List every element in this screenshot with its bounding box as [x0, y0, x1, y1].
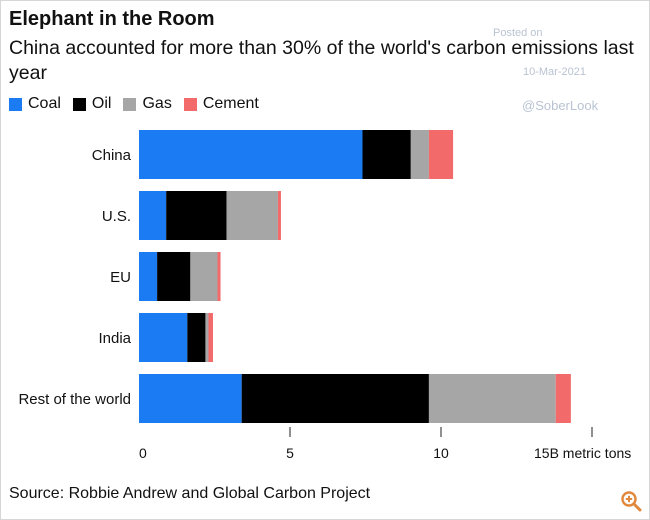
bar-rest-of-the-world-cement	[555, 374, 571, 423]
category-label-eu: EU	[110, 269, 131, 286]
legend: Coal Oil Gas Cement	[9, 95, 271, 113]
x-tick-label-0: 0	[139, 445, 147, 461]
watermark-posted: Posted on	[493, 27, 543, 39]
legend-item-oil: Oil	[72, 95, 112, 113]
bar-eu-coal	[139, 252, 158, 301]
watermark-handle: @SoberLook	[522, 98, 599, 113]
bar-rest-of-the-world-oil	[241, 374, 429, 423]
legend-label-oil: Oil	[91, 95, 112, 112]
category-label-india: India	[98, 330, 131, 347]
bar-india-coal	[139, 313, 188, 362]
bar-u-s-oil	[166, 191, 227, 240]
bar-eu-cement	[217, 252, 221, 301]
x-tick-label-3: 15B metric tons	[534, 445, 631, 461]
bar-rest-of-the-world-coal	[139, 374, 242, 423]
source-note: Source: Robbie Andrew and Global Carbon …	[9, 485, 371, 502]
legend-item-gas: Gas	[123, 95, 172, 113]
watermark-date: 10-Mar-2021	[523, 66, 586, 78]
legend-swatch-gas	[123, 97, 137, 111]
bar-eu-gas	[190, 252, 218, 301]
legend-swatch-coal	[9, 97, 22, 111]
category-label-rest-of-the-world: Rest of the world	[18, 391, 131, 408]
legend-swatch-cement	[183, 97, 197, 111]
bar-rest-of-the-world-gas	[428, 374, 556, 423]
bar-chart: China U.S. EU India Rest of the world 0 5 10 15B…	[18, 130, 631, 461]
bar-u-s-gas	[226, 191, 278, 240]
bar-eu-oil	[157, 252, 191, 301]
legend-label-coal: Coal	[28, 95, 61, 112]
bar-china-gas	[410, 130, 429, 179]
legend-label-gas: Gas	[142, 95, 172, 112]
legend-item-cement: Cement	[183, 95, 259, 113]
legend-label-cement: Cement	[202, 95, 259, 112]
chart-title: Elephant in the Room	[9, 8, 215, 30]
bar-india-gas	[205, 313, 209, 362]
zoom-in-icon[interactable]	[620, 490, 642, 512]
bar-india-cement	[208, 313, 213, 362]
bar-india-oil	[187, 313, 206, 362]
bar-china-oil	[362, 130, 411, 179]
bar-china-coal	[139, 130, 363, 179]
x-tick-label-2: 10	[433, 445, 449, 461]
legend-swatch-oil	[72, 97, 86, 111]
chart-subtitle: China accounted for more than 30% of the…	[9, 37, 634, 84]
category-label-u-s: U.S.	[102, 208, 131, 225]
legend-item-coal: Coal	[9, 95, 61, 113]
bar-china-cement	[428, 130, 454, 179]
bar-u-s-coal	[139, 191, 167, 240]
category-label-china: China	[92, 147, 132, 164]
bar-u-s-cement	[277, 191, 281, 240]
x-tick-label-1: 5	[286, 445, 294, 461]
